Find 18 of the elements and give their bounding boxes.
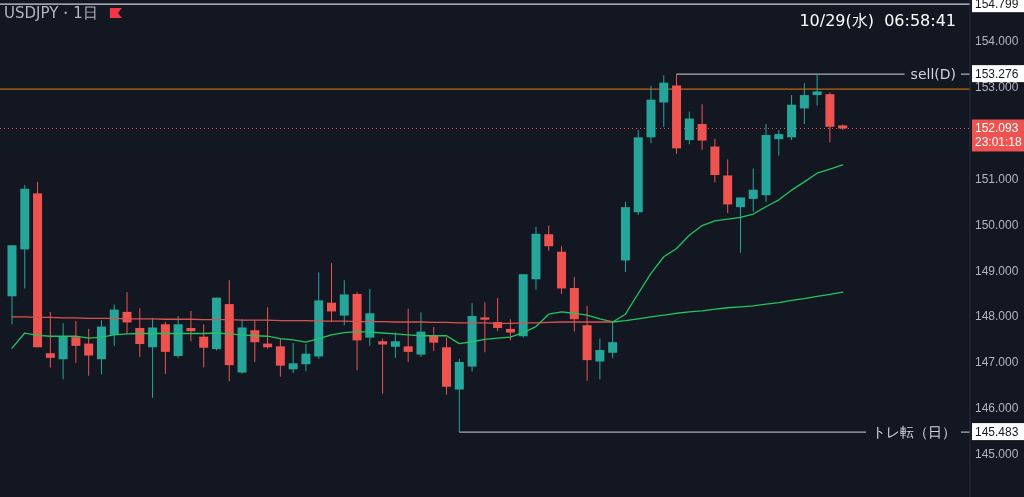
text: 23:01:18 — [975, 135, 1023, 150]
ref-line-label: sell(D) — [910, 66, 956, 83]
y-tick-label: 152.093 — [975, 121, 1019, 136]
y-tick-label: 154.000 — [975, 33, 1019, 48]
y-tick-label: 145.483 — [975, 425, 1019, 440]
y-tick-label: 149.000 — [975, 263, 1019, 278]
y-tick-label: 153.276 — [975, 67, 1019, 82]
y-tick-label: 147.000 — [975, 355, 1019, 370]
y-tick-label: 150.000 — [975, 217, 1019, 232]
chart-title: USDJPY・1日 — [4, 4, 98, 22]
y-tick-label: 145.000 — [975, 447, 1019, 462]
y-tick-label: 148.000 — [975, 309, 1019, 324]
y-tick-label: 151.000 — [975, 171, 1019, 186]
ref-line-label: トレ転（日） — [872, 424, 956, 441]
annotation: 10/29(水) 06:58:41 — [799, 11, 956, 30]
y-tick-label: 153.000 — [975, 79, 1019, 94]
y-tick-label: 154.799 — [975, 0, 1019, 12]
y-tick-label: 146.000 — [975, 401, 1019, 416]
